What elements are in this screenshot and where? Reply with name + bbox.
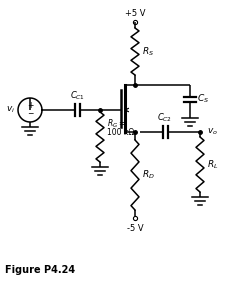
Text: 100 kΩ: 100 kΩ [107,128,134,137]
Text: -5 V: -5 V [127,224,143,233]
Text: $R_G=$: $R_G=$ [107,117,126,130]
Text: +: + [27,101,33,110]
Text: $C_{C2}$: $C_{C2}$ [157,112,173,124]
Text: $C_S$: $C_S$ [197,93,209,105]
Text: $R_L$: $R_L$ [207,158,218,171]
Text: $v_i$: $v_i$ [6,105,15,115]
Text: $C_{C1}$: $C_{C1}$ [70,89,85,102]
Text: $R_D$: $R_D$ [142,169,155,181]
Text: −: − [27,110,33,118]
Text: +5 V: +5 V [125,9,145,18]
Text: $R_S$: $R_S$ [142,45,154,58]
Text: $v_o$: $v_o$ [207,127,218,137]
Text: Figure P4.24: Figure P4.24 [5,265,75,275]
